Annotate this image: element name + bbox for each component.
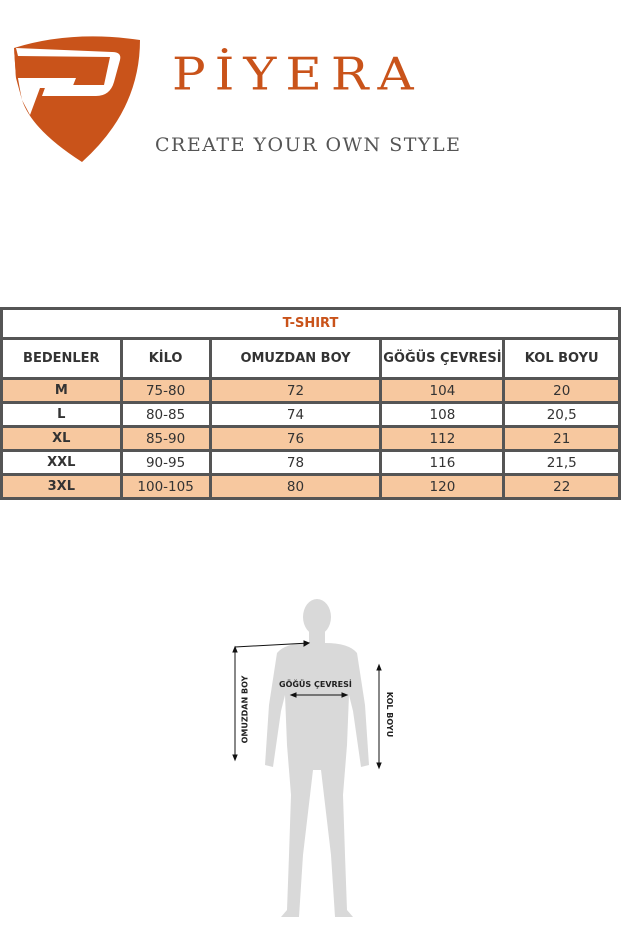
value-cell: 80 — [211, 476, 380, 497]
table-header-row: BEDENLER KİLO OMUZDAN BOY GÖĞÜS ÇEVRESİ … — [3, 340, 618, 377]
value-cell: 90-95 — [122, 452, 209, 473]
value-cell: 75-80 — [122, 380, 209, 401]
value-cell: 85-90 — [122, 428, 209, 449]
value-cell: 76 — [211, 428, 380, 449]
header-cell: BEDENLER — [3, 340, 120, 377]
header-cell: KOL BOYU — [505, 340, 618, 377]
value-cell: 72 — [211, 380, 380, 401]
size-cell: XXL — [3, 452, 120, 473]
value-cell: 100-105 — [122, 476, 209, 497]
value-cell: 112 — [382, 428, 503, 449]
chest-label: GÖĞÜS ÇEVRESİ — [279, 680, 352, 689]
value-cell: 20 — [505, 380, 618, 401]
header-cell: KİLO — [122, 340, 209, 377]
value-cell: 116 — [382, 452, 503, 473]
header-cell: GÖĞÜS ÇEVRESİ — [382, 340, 503, 377]
value-cell: 21 — [505, 428, 618, 449]
value-cell: 78 — [211, 452, 380, 473]
value-cell: 104 — [382, 380, 503, 401]
value-cell: 80-85 — [122, 404, 209, 425]
size-cell: XL — [3, 428, 120, 449]
sleeve-label: KOL BOYU — [385, 691, 395, 738]
value-cell: 22 — [505, 476, 618, 497]
shoulder-length-label: OMUZDAN BOY — [240, 675, 250, 744]
table-row: L 80-85 74 108 20,5 — [3, 404, 618, 425]
table-row: M 75-80 72 104 20 — [3, 380, 618, 401]
size-cell: M — [3, 380, 120, 401]
brand-logo — [14, 36, 140, 162]
table-row: XL 85-90 76 112 21 — [3, 428, 618, 449]
brand-tagline: CREATE YOUR OWN STYLE — [155, 134, 462, 156]
value-cell: 21,5 — [505, 452, 618, 473]
measurement-figure: OMUZDAN BOY GÖĞÜS ÇEVRESİ KOL BOYU — [225, 595, 405, 925]
header-cell: OMUZDAN BOY — [211, 340, 380, 377]
body-silhouette — [232, 599, 382, 917]
value-cell: 120 — [382, 476, 503, 497]
value-cell: 108 — [382, 404, 503, 425]
brand-name: PİYERA — [172, 47, 423, 101]
value-cell: 74 — [211, 404, 380, 425]
value-cell: 20,5 — [505, 404, 618, 425]
table-row: 3XL 100-105 80 120 22 — [3, 476, 618, 497]
size-cell: L — [3, 404, 120, 425]
size-cell: 3XL — [3, 476, 120, 497]
table-title: T-SHIRT — [3, 310, 618, 337]
size-chart-table: T-SHIRT BEDENLER KİLO OMUZDAN BOY GÖĞÜS … — [0, 307, 621, 500]
table-row: XXL 90-95 78 116 21,5 — [3, 452, 618, 473]
